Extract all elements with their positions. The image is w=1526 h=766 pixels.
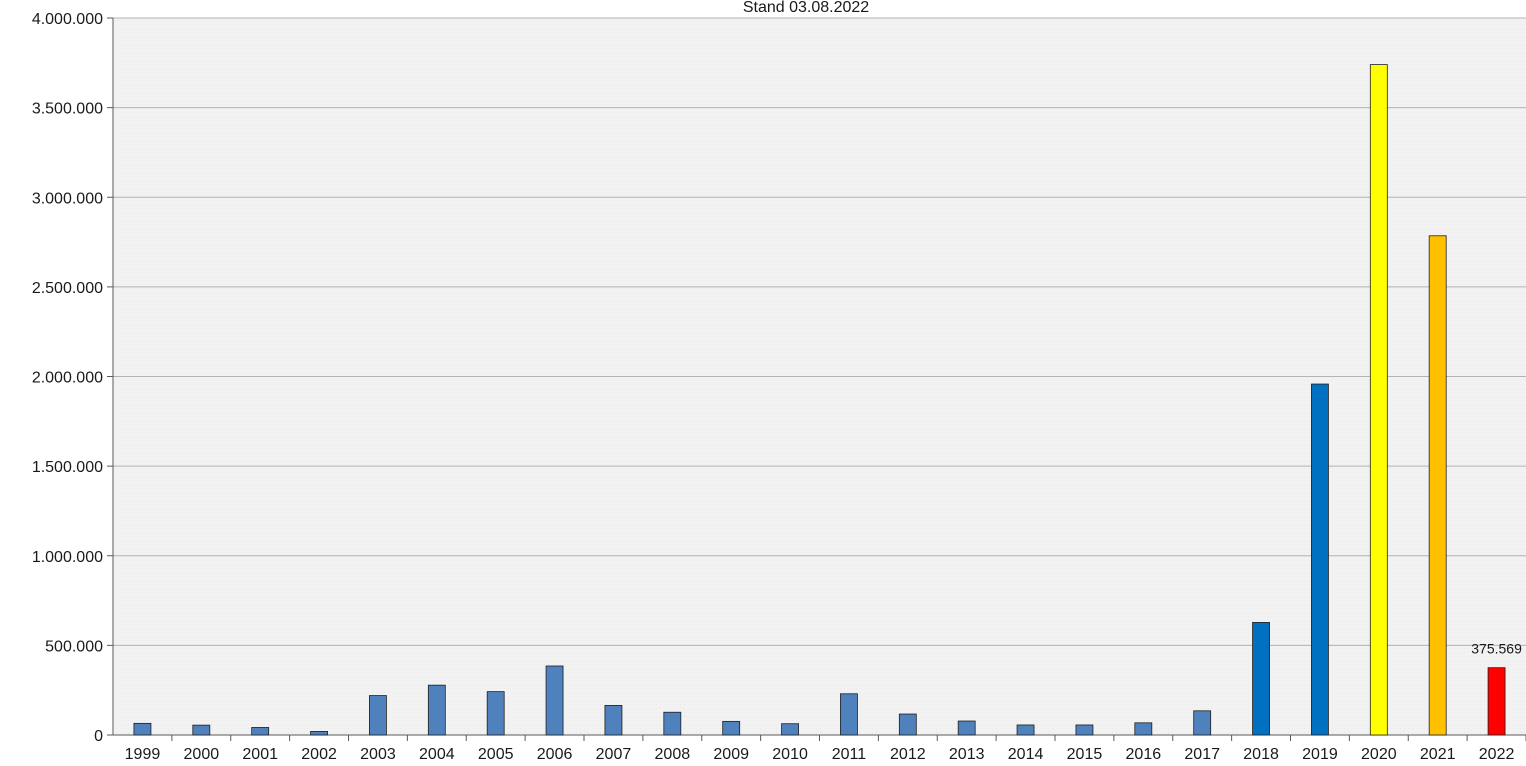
x-tick-label: 2007 xyxy=(596,746,632,763)
bar-2002 xyxy=(310,731,328,736)
x-tick-label: 2000 xyxy=(184,746,220,763)
x-tick-label: 2021 xyxy=(1420,746,1456,763)
bar-2011 xyxy=(840,693,858,736)
bar-2000 xyxy=(192,724,211,736)
x-tick-label: 2018 xyxy=(1243,746,1279,763)
x-tick-label: 2005 xyxy=(478,746,514,763)
bar-2016 xyxy=(1134,722,1153,736)
bar-2009 xyxy=(722,720,741,736)
y-tick-label: 4.000.000 xyxy=(32,11,103,28)
bar-2015 xyxy=(1075,724,1094,736)
y-tick-label: 500.000 xyxy=(45,638,103,655)
bar-2014 xyxy=(1016,724,1035,736)
bar-2010 xyxy=(781,723,799,736)
x-tick-label: 2019 xyxy=(1302,746,1338,763)
bar-2007 xyxy=(604,705,623,736)
y-tick-label: 3.500.000 xyxy=(32,101,103,118)
bar-2006 xyxy=(545,665,564,736)
x-tick-label: 2001 xyxy=(242,746,278,763)
bar-2021 xyxy=(1428,235,1447,736)
bar-2004 xyxy=(427,684,446,736)
x-tick-label: 2011 xyxy=(832,746,867,763)
bar-2003 xyxy=(369,695,387,736)
y-tick-label: 1.500.000 xyxy=(32,459,103,476)
y-tick-label: 2.500.000 xyxy=(32,280,103,297)
bar-2017 xyxy=(1193,710,1212,736)
bar-2019 xyxy=(1311,383,1329,736)
x-tick-label: 2012 xyxy=(890,746,926,763)
x-tick-label: 2013 xyxy=(949,746,985,763)
data-label: 375.569 xyxy=(1471,641,1522,657)
bar-1999 xyxy=(133,722,152,736)
x-tick-label: 1999 xyxy=(125,746,161,763)
x-tick-label: 2006 xyxy=(537,746,573,763)
x-tick-label: 2008 xyxy=(655,746,691,763)
x-tick-label: 2002 xyxy=(301,746,337,763)
x-tick-label: 2003 xyxy=(360,746,396,763)
x-tick-label: 2016 xyxy=(1126,746,1162,763)
bar-2022 xyxy=(1487,667,1506,736)
x-tick-label: 2009 xyxy=(713,746,749,763)
y-tick-label: 3.000.000 xyxy=(32,190,103,207)
bar-2020 xyxy=(1369,64,1388,736)
y-tick-label: 2.000.000 xyxy=(32,370,103,387)
bar-2013 xyxy=(957,720,976,736)
x-tick-label: 2004 xyxy=(419,746,455,763)
x-tick-label: 2014 xyxy=(1008,746,1044,763)
y-tick-label: 0 xyxy=(94,728,103,745)
y-tick-label: 1.000.000 xyxy=(32,549,103,566)
x-tick-label: 2022 xyxy=(1479,746,1515,763)
bar-2018 xyxy=(1252,622,1270,736)
bar-2001 xyxy=(251,727,270,736)
x-tick-label: 2017 xyxy=(1184,746,1220,763)
bar-2005 xyxy=(486,691,505,736)
bar-2012 xyxy=(898,713,917,736)
bar-2008 xyxy=(663,711,682,736)
x-tick-label: 2010 xyxy=(772,746,808,763)
x-tick-label: 2020 xyxy=(1361,746,1397,763)
chart-subtitle: Stand 03.08.2022 xyxy=(743,0,869,16)
x-tick-label: 2015 xyxy=(1067,746,1103,763)
